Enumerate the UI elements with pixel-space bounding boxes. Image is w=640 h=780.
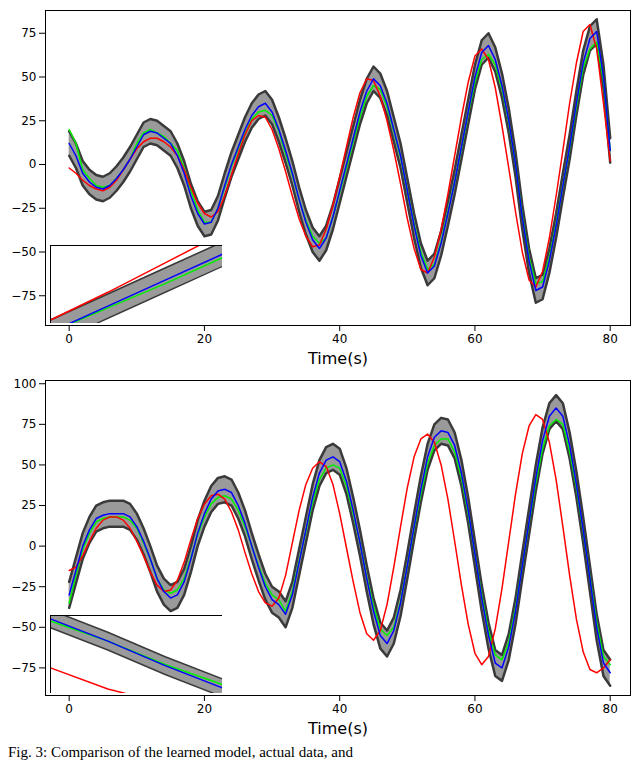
svg-text:60: 60: [467, 332, 482, 346]
svg-text:40: 40: [332, 332, 347, 346]
svg-text:40: 40: [332, 702, 347, 716]
svg-text:0: 0: [65, 702, 73, 716]
svg-text:100: 100: [14, 377, 37, 391]
svg-text:0: 0: [65, 332, 73, 346]
svg-text:Time(s): Time(s): [307, 349, 368, 368]
svg-text:60: 60: [467, 702, 482, 716]
svg-text:80: 80: [603, 332, 618, 346]
svg-text:−25: −25: [11, 201, 36, 215]
html-text:Fig. 3: Comparison of the lear: Fig. 3: Comparison of the learned model,…: [8, 744, 353, 760]
svg-text:−50: −50: [11, 620, 36, 634]
svg-text:−50: −50: [11, 245, 36, 259]
svg-text:−25: −25: [11, 580, 36, 594]
svg-text:−75: −75: [11, 661, 36, 675]
svg-text:50: 50: [21, 458, 36, 472]
svg-text:−75: −75: [11, 289, 36, 303]
svg-text:75: 75: [21, 26, 36, 40]
svg-text:20: 20: [197, 332, 212, 346]
svg-text:50: 50: [21, 70, 36, 84]
svg-text:25: 25: [21, 498, 36, 512]
svg-text:0: 0: [29, 157, 37, 171]
svg-text:75: 75: [21, 417, 36, 431]
svg-text:25: 25: [21, 114, 36, 128]
svg-text:80: 80: [603, 702, 618, 716]
svg-text:20: 20: [197, 702, 212, 716]
svg-text:0: 0: [29, 539, 37, 553]
svg-text:Time(s): Time(s): [307, 719, 368, 738]
